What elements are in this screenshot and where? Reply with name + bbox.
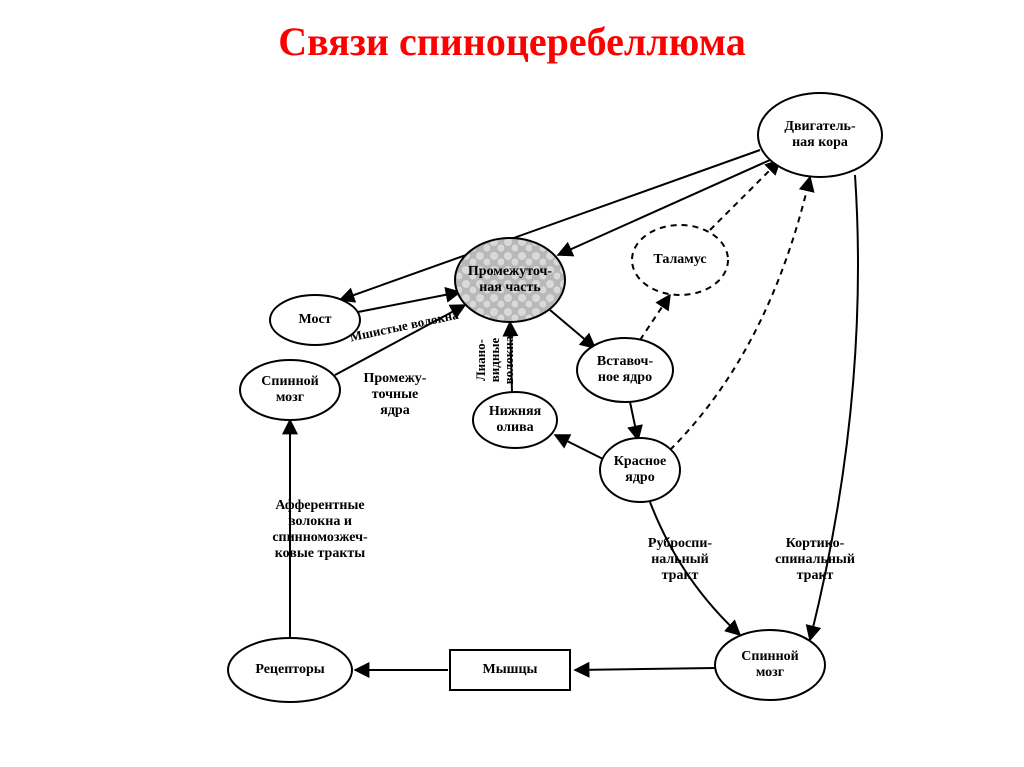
edge-intermediate-interposed <box>550 310 595 348</box>
edge-red_nucleus-motor_cortex <box>670 177 810 450</box>
node-label-cortico_label: Кортико-спинальныйтракт <box>775 536 855 583</box>
node-label-interposed_nuc_label: Промежу-точныеядра <box>364 371 427 418</box>
node-label-rubro_label: Руброспи-нальныйтракт <box>648 536 713 583</box>
node-label-interposed: Вставоч-ное ядро <box>597 354 654 385</box>
node-label-motor_cortex: Двигатель-ная кора <box>784 119 856 150</box>
edge-interposed-thalamus <box>640 295 670 340</box>
node-label-pons: Мост <box>298 312 331 327</box>
edge-label: Лиано-видныеволокна <box>473 335 516 384</box>
edge-red_nucleus-inf_olive <box>555 435 605 460</box>
node-label-thalamus: Таламус <box>653 252 706 267</box>
node-label-muscles: Мышцы <box>483 662 538 677</box>
edge-interposed-red_nucleus <box>630 402 638 440</box>
edge-spinal_cord_2-muscles <box>575 668 715 670</box>
node-label-aff_label: Афферентныеволокна испинномозжеч-ковые т… <box>272 498 368 561</box>
spinocerebellum-diagram: Мшистые волокнаЛиано-видныеволокна Двига… <box>0 0 1024 767</box>
node-label-intermediate: Промежуточ-ная часть <box>468 264 553 295</box>
node-label-receptors: Рецепторы <box>255 662 324 677</box>
